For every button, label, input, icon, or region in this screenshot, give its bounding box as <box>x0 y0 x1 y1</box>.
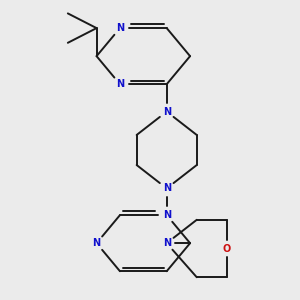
Text: O: O <box>223 244 231 254</box>
Text: N: N <box>163 183 171 194</box>
Text: N: N <box>163 106 171 117</box>
Text: N: N <box>163 210 171 220</box>
Text: N: N <box>116 79 124 89</box>
Text: N: N <box>92 238 101 248</box>
Text: N: N <box>116 23 124 33</box>
Text: N: N <box>163 238 171 248</box>
